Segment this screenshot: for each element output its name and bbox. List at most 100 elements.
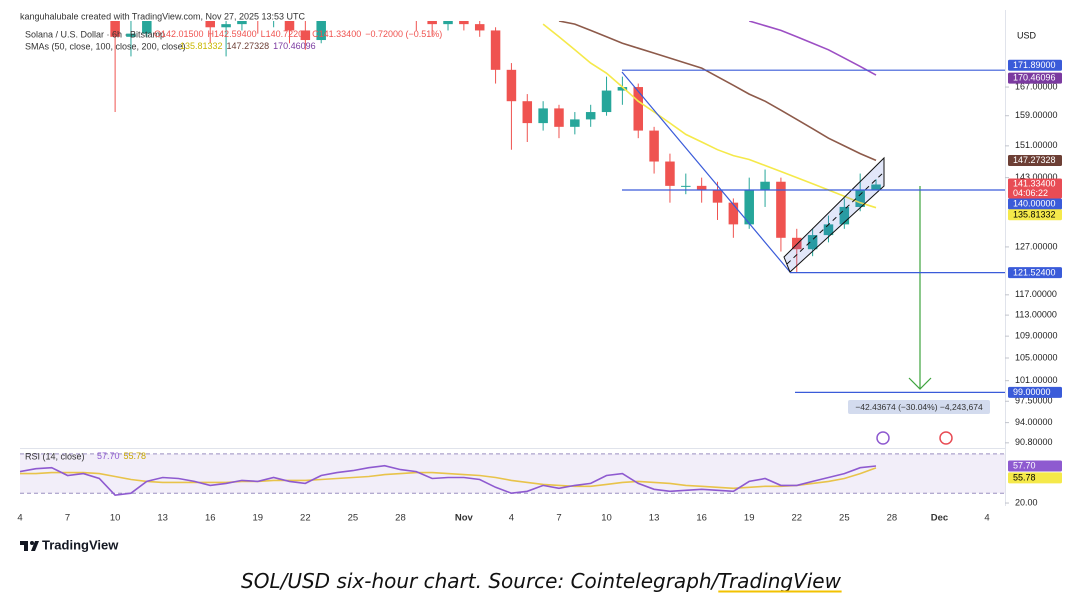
attribution: kanguhalubale created with TradingView.c…: [20, 11, 306, 21]
brand: TradingView: [42, 537, 119, 552]
candle-body: [110, 21, 120, 37]
y-tick-label: 109.00000: [1015, 331, 1058, 341]
trend-line: [621, 71, 791, 273]
y-tick-label: 143.00000: [1015, 172, 1058, 182]
candle-body: [776, 181, 786, 238]
price-tag: [1008, 209, 1062, 221]
candle-body: [570, 119, 580, 127]
candle-body: [696, 185, 707, 191]
x-tick-label: 13: [649, 513, 660, 524]
sma-values: 135.81332 147.27328 170.46096: [180, 41, 316, 51]
ohlc-value: O142.01500: [154, 29, 204, 39]
price-tag: [1008, 72, 1062, 84]
candle-body: [792, 237, 802, 250]
rsi-values: 57.70 55.78: [97, 451, 146, 461]
y-tick-label: 113.00000: [1015, 309, 1057, 319]
candle-body: [427, 21, 437, 25]
caption: SOL/USD six-hour chart. Source: Cointele…: [241, 569, 842, 593]
sma-value: 170.46096: [273, 41, 316, 51]
channel-midline: [786, 171, 885, 265]
candle-body: [490, 30, 501, 70]
x-tick-label: Nov: [455, 513, 474, 524]
price-tag: [1008, 472, 1062, 484]
logo-part: [31, 541, 39, 551]
price-tag: [1008, 267, 1062, 279]
candle-body: [823, 224, 834, 236]
candle-body: [522, 101, 533, 124]
y-tick-label: 105.00000: [1015, 352, 1058, 362]
candle-body: [506, 69, 517, 102]
candle-body: [649, 130, 659, 162]
y-tick-label: 151.00000: [1015, 140, 1058, 150]
target-arrow-head: [908, 377, 932, 390]
candle-body: [237, 21, 247, 25]
sma-line: [542, 23, 877, 209]
x-tick-label: 10: [601, 513, 612, 524]
sma-value: 147.27328: [227, 41, 270, 51]
event-icon: [939, 431, 953, 445]
y-tick-label: 94.00000: [1015, 417, 1053, 427]
sma-legend: SMAs (50, close, 100, close, 200, close): [25, 41, 186, 51]
price-tag: [1008, 386, 1062, 398]
y-tick-label: 97.50000: [1015, 396, 1053, 406]
candle-body: [538, 108, 548, 124]
x-tick-label: 7: [65, 513, 70, 524]
candle-body: [474, 24, 485, 31]
caption-link: TradingView: [718, 569, 841, 593]
x-tick-label: 4: [17, 513, 22, 524]
candle-body: [728, 202, 739, 225]
caption-text: SOL/USD six-hour chart. Source: Cointele…: [241, 569, 721, 593]
candle-body: [712, 190, 723, 203]
candle-body: [617, 87, 628, 91]
price-tag-countdown: 04:06:22: [1013, 188, 1048, 198]
x-tick-label: 19: [744, 513, 755, 524]
x-tick-label: 4: [984, 513, 989, 524]
candle-body: [839, 206, 850, 225]
sma-value: 135.81332: [180, 41, 223, 51]
x-tick-label: 22: [300, 513, 311, 524]
price-tag: [1008, 154, 1062, 166]
ohlc-legend: O142.01500 H142.59400 L140.72200 C141.33400…: [154, 29, 442, 39]
x-tick-label: 16: [696, 513, 707, 524]
price-tag: [1008, 59, 1062, 71]
candle-body: [554, 108, 564, 127]
price-tag-label: 140.00000: [1013, 199, 1056, 209]
x-tick-label: 7: [556, 513, 561, 524]
sma-line: [558, 21, 877, 162]
candle-body: [760, 181, 770, 191]
x-tick-label: 28: [887, 513, 898, 524]
price-tag: [1008, 198, 1062, 210]
y-tick-label: 20.00: [1015, 497, 1038, 507]
brand-logo: [20, 541, 39, 551]
ohlc-value: L140.72200: [261, 29, 309, 39]
x-tick-label: 4: [509, 513, 514, 524]
price-tag: [1008, 460, 1062, 472]
x-tick-label: Dec: [931, 513, 948, 524]
rsi-legend: RSI (14, close): [25, 451, 85, 461]
candle-body: [300, 30, 311, 41]
price-tag-label: 99.00000: [1013, 387, 1051, 397]
sma-line: [748, 21, 877, 76]
price-tag-label: 57.70: [1013, 461, 1036, 471]
ohlc-value: −0.72000 (−0.51%): [365, 29, 442, 39]
x-tick-label: 28: [395, 513, 406, 524]
candle-body: [443, 21, 453, 25]
x-tick-label: 16: [205, 513, 216, 524]
y-tick-label: 167.00000: [1015, 81, 1058, 91]
candle-body: [284, 21, 295, 31]
measure-box: [848, 400, 990, 414]
candle-body: [221, 24, 231, 28]
candle-body: [855, 190, 865, 207]
candle-body: [665, 161, 675, 186]
price-tag-label: 171.89000: [1013, 60, 1056, 70]
candle-body: [205, 21, 215, 28]
candle-body: [316, 21, 326, 41]
y-tick-label: 159.00000: [1015, 110, 1058, 120]
x-tick-label: 25: [348, 513, 359, 524]
candle-body: [126, 33, 136, 37]
candle-body: [633, 87, 644, 131]
x-tick-label: 13: [157, 513, 168, 524]
logo-part: [24, 541, 28, 551]
